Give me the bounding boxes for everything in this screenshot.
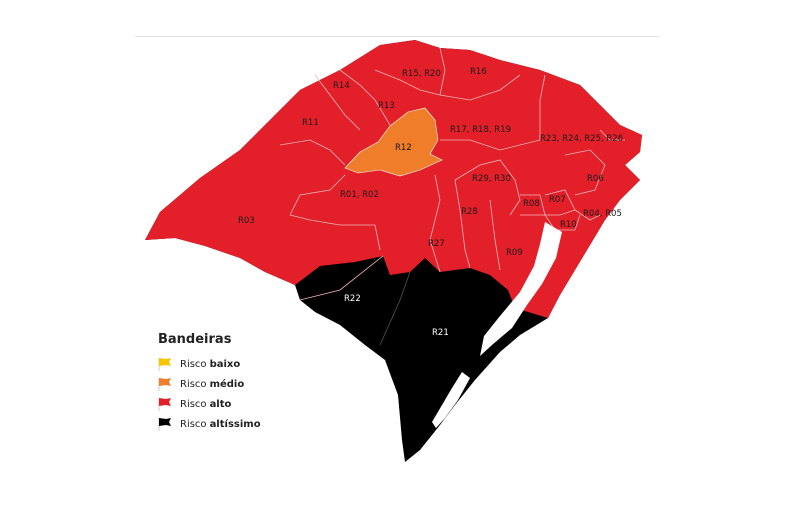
region-label: R04, R05 — [583, 209, 622, 219]
region-label: R03 — [238, 216, 255, 226]
region-label: R06 — [587, 174, 604, 184]
region-label: R15, R20 — [402, 69, 441, 79]
region-border-r21-r22 — [379, 271, 411, 346]
legend-item-level: altíssimo — [209, 418, 261, 430]
top-divider — [135, 36, 660, 37]
region-borders — [279, 47, 625, 301]
region-label: R21 — [432, 328, 449, 338]
region-label: R12 — [395, 143, 412, 153]
region-label: R10 — [560, 220, 577, 230]
region-label: R27 — [428, 239, 445, 249]
legend-item-alto: Risco alto — [158, 394, 261, 414]
region-label: R17, R18, R19 — [450, 125, 511, 135]
lagoa-mirim — [432, 372, 470, 428]
region-label: R28 — [461, 207, 478, 217]
legend-item-prefix: Risco — [180, 358, 207, 370]
flag-icon — [158, 358, 171, 371]
region-label: R14 — [333, 81, 350, 91]
flag-icon — [158, 418, 171, 431]
region-label: R22 — [344, 294, 361, 304]
region-label: R23, R24, R25, R26 — [540, 134, 623, 144]
region-label: R13 — [378, 101, 395, 111]
region-label: R11 — [302, 118, 319, 128]
flag-icon — [158, 378, 171, 391]
region-shape-red — [145, 40, 642, 318]
legend-item-prefix: Risco — [180, 398, 207, 410]
lagoa-dos-patos — [480, 222, 562, 356]
legend-item-level: baixo — [209, 358, 241, 370]
legend-item-baixo: Risco baixo — [158, 354, 261, 374]
legend-item-medio: Risco médio — [158, 374, 261, 394]
region-label: R08 — [523, 199, 540, 209]
region-label: R07 — [549, 195, 566, 205]
flag-icon — [158, 398, 171, 411]
legend-item-level: alto — [209, 398, 232, 410]
legend-item-prefix: Risco — [180, 418, 207, 430]
legend-item-prefix: Risco — [180, 378, 207, 390]
legend: Bandeiras Risco baixo Risco médio Risco alt… — [158, 332, 261, 434]
legend-item-altissimo: Risco altíssimo — [158, 414, 261, 434]
legend-item-level: médio — [209, 378, 245, 390]
legend-title: Bandeiras — [158, 332, 232, 347]
region-label: R16 — [470, 67, 487, 77]
region-label: R29, R30 — [472, 174, 511, 184]
region-shape-r12 — [344, 107, 443, 177]
region-label: R09 — [506, 248, 523, 258]
region-label: R01, R02 — [340, 190, 379, 200]
